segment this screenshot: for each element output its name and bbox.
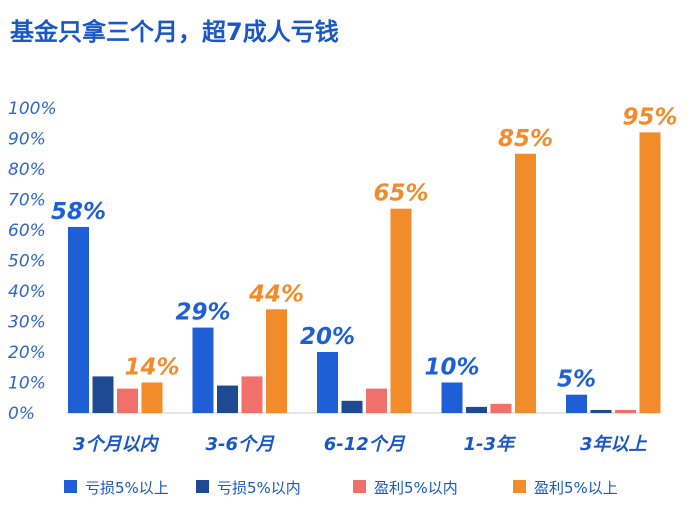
bar — [241, 376, 263, 413]
bar-value-label: 10% — [424, 355, 479, 381]
bar — [615, 409, 636, 413]
y-tick-label: 100% — [8, 99, 57, 119]
bars-group — [68, 132, 661, 413]
bar-value-label: 65% — [373, 181, 428, 207]
category-label: 1-3年 — [463, 434, 517, 455]
bar-value-label: 20% — [300, 324, 355, 350]
bar — [639, 132, 661, 413]
bar — [466, 406, 487, 413]
category-label: 3个月以内 — [73, 434, 160, 455]
legend-swatch — [196, 480, 209, 493]
bar-value-label: 95% — [622, 104, 677, 130]
y-tick-label: 80% — [8, 160, 46, 180]
bar — [192, 327, 214, 413]
legend-swatch — [64, 480, 77, 493]
bar — [590, 409, 612, 413]
bar — [366, 388, 387, 413]
chart-title: 基金只拿三个月，超7成人亏钱 — [10, 18, 339, 46]
y-tick-label: 0% — [8, 404, 35, 424]
y-axis: 0% 10% 20% 30% 40% 50% 60% 70% 80% 90% 100% — [8, 99, 57, 424]
bar — [317, 352, 338, 413]
legend-label: 盈利5%以内 — [374, 479, 458, 497]
y-tick-label: 70% — [8, 191, 46, 211]
category-labels-group: 3个月以内 3-6个月 6-12个月 1-3年 3年以上 — [73, 434, 648, 455]
y-tick-label: 40% — [8, 282, 46, 302]
bar — [441, 382, 463, 413]
bar-value-label: 44% — [248, 281, 304, 307]
bar — [141, 382, 163, 413]
bar-value-label: 29% — [175, 300, 230, 326]
category-label: 3-6个月 — [205, 434, 275, 455]
legend-label: 亏损5%以内 — [217, 479, 301, 497]
bar-value-label: 85% — [498, 126, 553, 152]
bar-value-label: 14% — [124, 355, 179, 381]
legend: 亏损5%以上 亏损5%以内 盈利5%以内 盈利5%以上 — [64, 479, 618, 497]
bar — [490, 403, 512, 413]
y-tick-label: 30% — [8, 313, 46, 333]
y-tick-label: 60% — [8, 221, 46, 241]
category-label: 6-12个月 — [324, 434, 406, 455]
category-label: 3年以上 — [580, 434, 648, 455]
y-tick-label: 50% — [8, 252, 46, 272]
bar — [566, 394, 587, 413]
bar — [515, 153, 536, 413]
legend-swatch — [513, 480, 526, 493]
y-tick-label: 10% — [8, 374, 46, 394]
legend-swatch — [353, 480, 366, 493]
bar — [117, 388, 138, 413]
data-labels-group: 58% 14% 29% 44% 20% 65% 10% 85% 5% 95% — [51, 104, 678, 392]
y-tick-label: 20% — [8, 343, 46, 363]
legend-label: 盈利5%以上 — [534, 479, 618, 497]
y-tick-label: 90% — [8, 130, 46, 150]
bar-value-label: 5% — [557, 367, 596, 393]
legend-label: 亏损5%以上 — [85, 479, 169, 497]
bar — [92, 376, 114, 413]
bar — [217, 385, 238, 413]
bar — [266, 309, 287, 413]
bar — [341, 400, 363, 413]
bar-value-label: 58% — [51, 199, 106, 225]
bar — [68, 226, 89, 413]
bar — [390, 208, 412, 413]
